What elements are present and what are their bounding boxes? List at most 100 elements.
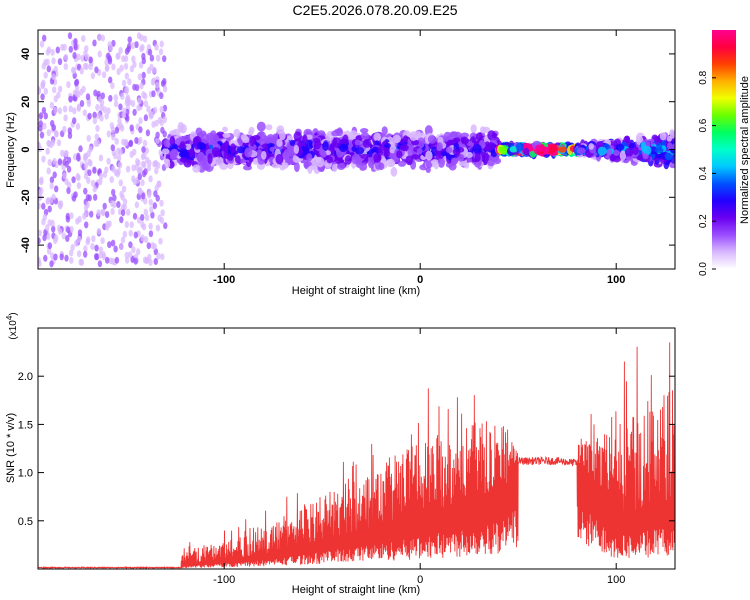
spectrogram-cell (101, 251, 106, 259)
spectrogram-cell (86, 236, 91, 244)
spectrogram-cell (192, 164, 201, 173)
spectrogram-cell (143, 114, 149, 122)
spectrogram-cell (116, 168, 121, 176)
spectrogram-cell (107, 241, 112, 249)
spectrogram-cell (632, 146, 639, 156)
spectrogram-cell (132, 83, 137, 91)
spectrogram-cell (51, 57, 56, 65)
spectrogram-cell (425, 166, 431, 173)
spectrogram-cell (141, 52, 146, 60)
spectrogram-marks (38, 32, 675, 268)
spectrogram-cell (640, 141, 647, 152)
spectrogram-cell (427, 135, 437, 144)
spectrogram-cell (38, 237, 41, 245)
spectrogram-cell (102, 202, 107, 210)
spectrogram-cell (148, 112, 154, 120)
spectrogram-cell (162, 148, 170, 155)
spectrogram-cell (41, 107, 47, 114)
spectrogram-cell (72, 107, 77, 115)
spectrogram-cell (125, 165, 131, 173)
spectrogram-cell (116, 52, 121, 60)
spectrogram-cell (535, 144, 544, 151)
spectrogram-cell (110, 82, 115, 90)
spectrogram-cell (101, 71, 107, 79)
spectrogram-cell (289, 139, 295, 146)
spectrogram-cell (127, 36, 132, 44)
spectrogram-cell (104, 112, 109, 120)
spectrogram-cell (85, 93, 91, 101)
spectrogram-cell (111, 165, 116, 173)
spectrogram-cell (390, 166, 398, 177)
spectrogram-cell (79, 67, 84, 75)
spectrogram-cell (138, 117, 143, 125)
spectrogram-cell (94, 244, 99, 252)
spectrogram-cell (105, 256, 110, 264)
spectrogram-cell (146, 105, 151, 113)
spectrogram-cell (123, 55, 129, 63)
spectrogram-cell (114, 137, 119, 145)
spectrogram-cell (337, 163, 346, 170)
spectrogram-cell (671, 143, 675, 151)
spectrogram-cell (82, 212, 87, 220)
spectrogram-cell (92, 185, 98, 193)
spectrogram-cell (145, 256, 150, 264)
spectrogram-cell (588, 143, 594, 150)
spectrogram-cell (458, 153, 465, 162)
spectrogram-cell (486, 142, 496, 152)
x-tick-label: 0 (417, 574, 423, 586)
spectrogram-cell (60, 43, 65, 51)
spectrogram-panel: -100 0 100 -40 -20 0 20 40 Height of straight … (5, 29, 676, 297)
spectrogram-cell (659, 132, 667, 141)
spectrogram-cell (437, 157, 445, 168)
spectrogram-cell (65, 235, 70, 242)
spectrogram-cell (45, 197, 50, 205)
spectrogram-cell (470, 124, 477, 134)
spectrogram-cell (48, 196, 54, 204)
spectrogram-cell (145, 129, 151, 137)
spectrogram-cell (110, 126, 116, 133)
spectrogram-cell (45, 147, 50, 155)
snr-y-ticks: 0.5 1.0 1.5 2.0 (18, 371, 675, 528)
spectrogram-cell (181, 135, 191, 142)
spectrogram-cell (276, 138, 283, 147)
spectrogram-cell (133, 257, 138, 265)
spectrogram-cell (50, 48, 55, 56)
spectrogram-cell (163, 222, 168, 230)
spectrogram-cell (111, 63, 116, 71)
spectrogram-cell (383, 142, 391, 149)
spectrogram-cell (134, 137, 139, 144)
spectrogram-cell (88, 56, 93, 64)
spectrogram-cell (158, 237, 163, 245)
spectrogram-cell (136, 159, 141, 167)
spectrogram-cell (143, 236, 149, 244)
spectrogram-x-ticks: -100 0 100 (213, 30, 625, 286)
spectrogram-cell (124, 221, 129, 228)
spectrogram-cell (87, 112, 92, 120)
spectrogram-cell (86, 177, 91, 184)
spectrogram-cell (51, 73, 56, 81)
x-tick-label: -100 (213, 274, 235, 286)
spectrogram-cell (137, 73, 143, 81)
spectrogram-cell (147, 191, 152, 199)
spectrogram-cell (480, 126, 486, 134)
spectrogram-cell (87, 194, 92, 202)
spectrogram-cell (53, 253, 58, 261)
spectrogram-cell (124, 251, 129, 259)
spectrogram-cell (141, 223, 147, 231)
spectrogram-cell (108, 94, 113, 102)
spectrogram-cell (155, 224, 161, 232)
spectrogram-cell (43, 87, 48, 95)
spectrogram-cell (110, 208, 115, 215)
spectrogram-cell (45, 224, 50, 232)
spectrogram-cell (349, 132, 355, 139)
spectrogram-cell (94, 253, 99, 261)
spectrogram-cell (179, 157, 188, 163)
spectrogram-cell (320, 150, 327, 158)
spectrogram-cell (41, 62, 46, 70)
spectrogram-cell (452, 149, 458, 155)
spectrogram-cell (93, 89, 98, 97)
spectrogram-cell (81, 85, 86, 93)
spectrogram-cell (110, 257, 116, 265)
spectrogram-cell (359, 162, 368, 171)
y-tick-label: 1.5 (18, 419, 33, 431)
